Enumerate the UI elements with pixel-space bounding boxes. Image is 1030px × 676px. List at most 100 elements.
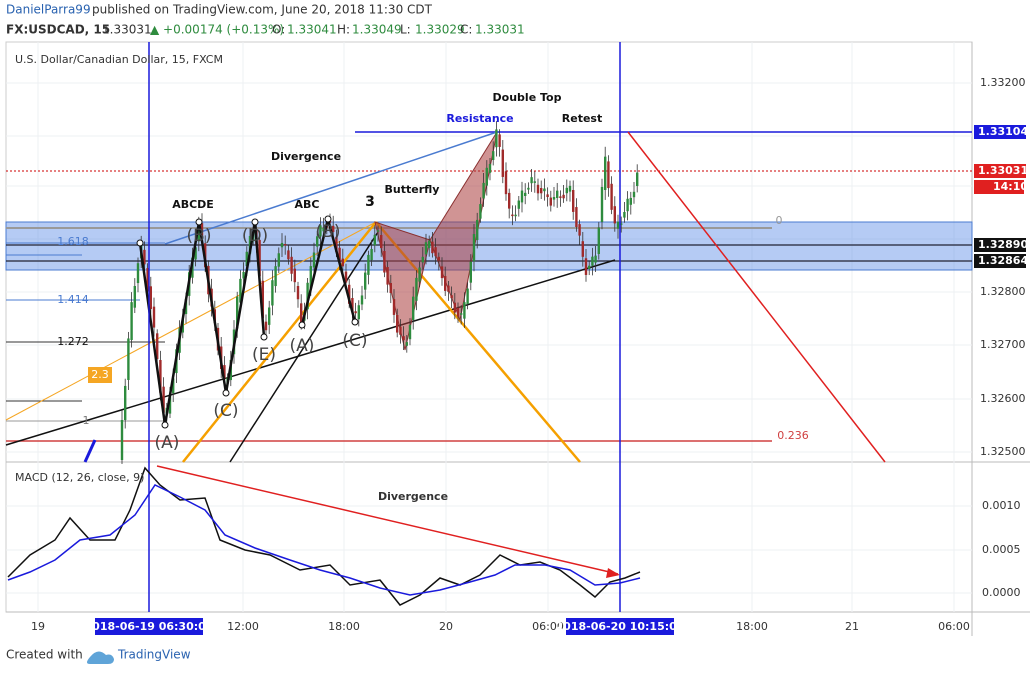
pattern-label: (A) xyxy=(290,336,315,356)
candle-body xyxy=(405,342,408,346)
price-tag xyxy=(974,180,1024,194)
candle-body xyxy=(508,192,511,209)
candle-body xyxy=(485,167,488,186)
annotation: Divergence xyxy=(271,150,341,163)
candle-body xyxy=(543,188,546,192)
price-tag-label: 1.32864 xyxy=(978,254,1028,267)
candle-body xyxy=(402,336,405,341)
candle-body xyxy=(223,365,226,379)
candle-body xyxy=(335,236,338,253)
chart-title: U.S. Dollar/Canadian Dollar, 15, FXCM xyxy=(15,53,223,66)
candle-body xyxy=(172,378,175,394)
candle-body xyxy=(536,184,540,194)
candle-body xyxy=(338,247,341,263)
pattern-label: (D) xyxy=(242,226,268,246)
candle-body xyxy=(136,263,140,284)
published: published on TradingView.com, June 20, 2… xyxy=(92,3,433,17)
fib-label: 0.236 xyxy=(777,429,809,442)
candle-body xyxy=(450,295,453,299)
price-tag xyxy=(974,238,1026,252)
candle-body xyxy=(396,315,399,333)
candle-body xyxy=(437,256,440,261)
annotation: Butterfly xyxy=(385,183,440,196)
candle-body xyxy=(517,200,520,209)
time-axis-label: 18:00 xyxy=(736,620,768,633)
candle-body xyxy=(156,333,159,360)
candle-body xyxy=(629,197,632,205)
pivot xyxy=(195,218,203,226)
candle-body xyxy=(636,172,639,186)
candle-body xyxy=(284,244,287,246)
ohlc-label: C: xyxy=(460,23,472,37)
candle-body xyxy=(399,326,402,335)
candle-body xyxy=(524,192,527,196)
candle-body xyxy=(245,251,248,267)
resistance-zone xyxy=(5,221,973,271)
candle-body xyxy=(552,197,556,200)
candle-body xyxy=(616,221,620,229)
candle-body xyxy=(424,242,428,255)
candle-body xyxy=(466,288,469,304)
candle-body xyxy=(300,303,303,326)
pivot xyxy=(136,239,144,247)
candle-body xyxy=(258,239,261,277)
candle-body xyxy=(306,282,309,310)
pattern-label: (A) xyxy=(155,433,180,453)
annotation: ABCDE xyxy=(172,198,214,211)
candle-body xyxy=(488,163,492,173)
price-tag xyxy=(974,125,1026,139)
candle-body xyxy=(613,206,616,224)
candle-body xyxy=(418,267,421,282)
candle-body xyxy=(236,296,239,329)
candle-body xyxy=(357,305,360,320)
macd-annotation: Divergence xyxy=(378,490,448,503)
pivot xyxy=(351,318,359,326)
candle-body xyxy=(380,235,383,248)
candle-body xyxy=(482,182,485,199)
candle-body xyxy=(152,306,156,328)
candle-body xyxy=(159,360,162,393)
divergence-arrow xyxy=(156,465,619,575)
ohlc-value: 1.33049 xyxy=(352,23,402,37)
annotation: Retest xyxy=(562,112,602,125)
pattern-label: (C) xyxy=(213,401,238,421)
candle-body xyxy=(568,185,572,192)
candle-body xyxy=(421,256,424,263)
candle-body xyxy=(268,307,271,325)
candle-body xyxy=(200,223,204,238)
candle-body xyxy=(367,254,370,275)
candle-body xyxy=(594,255,597,263)
fib-label: 2.3 xyxy=(91,368,109,381)
chart-frame xyxy=(5,41,973,613)
candle-body xyxy=(604,156,607,190)
candle-body xyxy=(498,134,501,147)
price: 1.33031 xyxy=(102,23,152,37)
trend-line xyxy=(164,131,498,245)
candle-body xyxy=(501,149,504,177)
ohlc-label: L: xyxy=(400,23,411,37)
candle-body xyxy=(572,190,575,212)
annotation: 3 xyxy=(365,194,375,210)
pivot xyxy=(298,321,306,329)
candle-body xyxy=(444,276,447,291)
macd-axis-label: 0.0010 xyxy=(982,499,1021,512)
candle-body xyxy=(520,190,524,203)
candle-body xyxy=(197,223,200,242)
price-tag-label: 1.33104 xyxy=(978,125,1028,138)
candle-body xyxy=(316,236,319,247)
candle-body xyxy=(607,161,610,189)
candle-body xyxy=(530,177,533,184)
pattern-label: (B) xyxy=(316,222,341,242)
logo xyxy=(87,651,114,664)
pivot xyxy=(260,333,268,341)
candle-body xyxy=(149,286,152,310)
candle-body xyxy=(600,186,604,222)
brand: TradingView xyxy=(117,648,191,662)
abcde-pattern xyxy=(138,221,266,426)
candle-body xyxy=(348,284,351,304)
candle-body xyxy=(626,198,629,212)
candle-body xyxy=(351,298,354,312)
time-axis-label: 19 xyxy=(31,620,45,633)
macd-axis-label: 0.0000 xyxy=(982,586,1021,599)
